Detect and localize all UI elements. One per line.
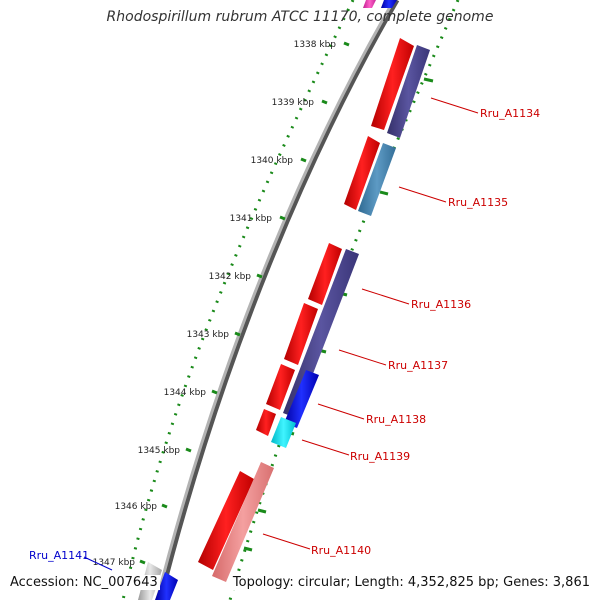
ruler-inner	[121, 0, 355, 600]
cds-arrow-1139[interactable]	[256, 409, 276, 436]
gene-label-rru-a1140[interactable]: Rru_A1140	[311, 544, 371, 557]
feature-purple-1136-1137[interactable]	[283, 249, 359, 418]
gene-label-rru-a1135[interactable]: Rru_A1135	[448, 196, 508, 209]
map-title: Rhodospirillum rubrum ATCC 11170, comple…	[106, 9, 494, 25]
tick-label-1339: 1339 kbp	[272, 98, 315, 108]
label-leaders	[83, 97, 479, 571]
outer-lane-features	[212, 45, 430, 582]
backbone-shadow	[157, 0, 400, 600]
topology-text: Topology: circular; Length: 4,352,825 bp…	[230, 575, 592, 590]
cds-arrow-1137[interactable]	[284, 303, 318, 365]
feature-ticks	[243, 77, 434, 552]
feature-blue-1138[interactable]	[284, 370, 319, 428]
gene-label-rru-a1137[interactable]: Rru_A1137	[388, 359, 448, 372]
cds-arrow-1140[interactable]	[198, 471, 254, 570]
tick-label-1338: 1338 kbp	[294, 40, 337, 50]
gene-label-rru-a1141[interactable]: Rru_A1141	[29, 549, 89, 562]
kbp-labels: 1338 kbp 1339 kbp 1340 kbp 1341 kbp 1342…	[93, 40, 337, 568]
feature-cyan-1139[interactable]	[271, 417, 296, 448]
gene-label-rru-a1134[interactable]: Rru_A1134	[480, 107, 540, 120]
gene-label-rru-a1138[interactable]: Rru_A1138	[366, 413, 426, 426]
tick-label-1340: 1340 kbp	[251, 156, 294, 166]
accession-text: Accession: NC_007643	[8, 575, 160, 590]
forward-cds-arrows	[198, 38, 414, 570]
cds-arrow-1136[interactable]	[308, 243, 342, 305]
tick-label-1347: 1347 kbp	[93, 558, 136, 568]
tick-label-1344: 1344 kbp	[164, 388, 207, 398]
gene-labels: Rru_A1134 Rru_A1135 Rru_A1136 Rru_A1137 …	[29, 107, 540, 562]
tick-label-1343: 1343 kbp	[187, 330, 230, 340]
feature-magenta-top[interactable]	[363, 0, 376, 8]
backbone	[155, 0, 396, 600]
cds-arrow-1138[interactable]	[266, 364, 295, 410]
tick-label-1346: 1346 kbp	[115, 502, 158, 512]
tick-label-1341: 1341 kbp	[230, 214, 273, 224]
tick-label-1342: 1342 kbp	[209, 272, 252, 282]
cds-arrow-1134[interactable]	[371, 38, 414, 130]
kbp-ruler-ticks	[139, 41, 350, 565]
gene-label-rru-a1136[interactable]: Rru_A1136	[411, 298, 471, 311]
feature-purple-1134[interactable]	[387, 45, 430, 138]
feature-blue-top[interactable]	[381, 0, 397, 8]
cds-arrow-1135[interactable]	[344, 136, 380, 210]
feature-blue-1141[interactable]	[155, 572, 178, 600]
tick-label-1345: 1345 kbp	[138, 446, 181, 456]
feature-pink-1140[interactable]	[212, 462, 274, 582]
gene-label-rru-a1139[interactable]: Rru_A1139	[350, 450, 410, 463]
feature-steel-1135[interactable]	[358, 143, 396, 216]
